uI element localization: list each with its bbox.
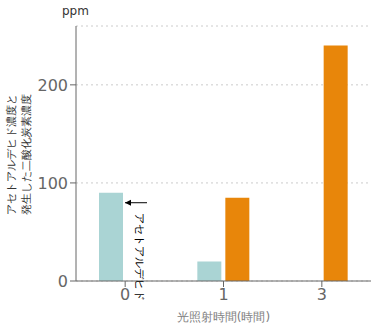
html-text:発生した二酸化炭素濃度: 発生した二酸化炭素濃度 <box>19 93 33 214</box>
svg-text:アセトアルデヒド: アセトアルデヒド <box>133 213 146 301</box>
html-text:ppm: ppm <box>62 4 89 18</box>
svg-text:1: 1 <box>218 285 228 304</box>
html-text:アセトアルデヒド濃度と: アセトアルデヒド濃度と <box>4 93 18 214</box>
svg-text:光照射時間(時間): 光照射時間(時間) <box>177 310 270 324</box>
svg-text:0: 0 <box>120 285 130 304</box>
svg-text:0: 0 <box>58 272 68 291</box>
svg-text:200: 200 <box>37 76 68 95</box>
svg-text:100: 100 <box>37 174 68 193</box>
svg-text:3: 3 <box>317 285 327 304</box>
